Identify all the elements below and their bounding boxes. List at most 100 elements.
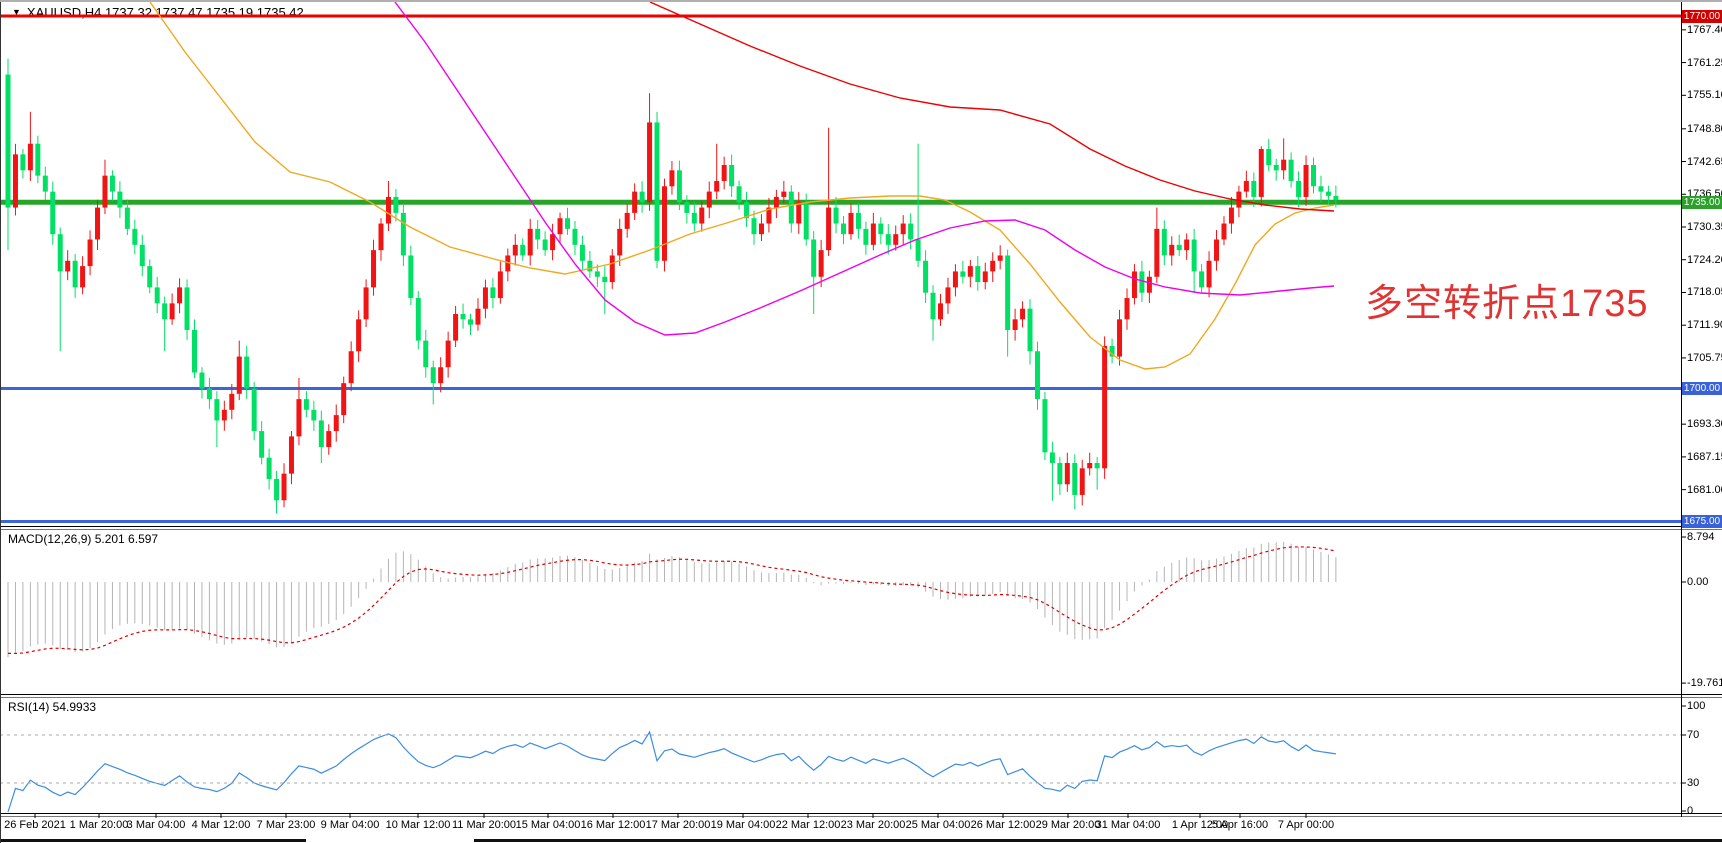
mid-ma-line: [394, 2, 1335, 336]
candle-body: [438, 367, 444, 384]
time-axis-label: 1 Mar 20:00: [69, 819, 129, 831]
price-badge-1770.00: 1770.00: [1682, 9, 1722, 23]
price-axis-label: 1742.65: [1687, 155, 1722, 168]
candle-body: [1184, 239, 1190, 251]
candle-body: [1303, 165, 1309, 197]
candle-body: [1333, 195, 1339, 201]
candle-body: [1154, 228, 1160, 277]
macd-indicator-label: MACD(12,26,9) 5.201 6.597: [8, 532, 159, 546]
candles-layer[interactable]: [5, 58, 1339, 514]
candle-body: [244, 356, 250, 389]
candle-body: [1161, 228, 1167, 256]
candle-body: [169, 303, 175, 320]
candle-body: [1318, 186, 1324, 192]
price-axis-label: 1711.90: [1687, 319, 1722, 332]
price-axis-label: 1761.25: [1687, 56, 1722, 69]
time-axis-label: 3 Mar 04:00: [126, 819, 186, 831]
slow-ma: [649, 2, 1335, 212]
candle-body: [572, 228, 578, 245]
candle-body: [923, 260, 929, 293]
candle-body: [1064, 463, 1070, 485]
candle-body: [124, 207, 130, 229]
rsi-level-lines: [0, 734, 1681, 784]
candle-body: [50, 191, 56, 235]
candle-body: [326, 431, 332, 448]
candle-body: [1199, 271, 1205, 288]
candle-body: [236, 356, 242, 394]
candle-body: [863, 228, 869, 245]
candle-body: [945, 287, 951, 304]
candle-body: [826, 207, 832, 251]
candle-body: [1079, 468, 1085, 495]
candle-body: [266, 457, 272, 479]
candle-body: [430, 367, 436, 384]
candle-body: [72, 260, 78, 288]
candle-body: [1251, 180, 1257, 197]
candle-body: [1131, 271, 1137, 299]
candle-body: [12, 154, 18, 208]
candle-body: [1176, 244, 1182, 251]
candle-body: [497, 271, 503, 299]
candle-body: [311, 409, 317, 421]
fast-ma: [149, 2, 1335, 370]
candle-body: [900, 223, 906, 235]
candle-body: [1214, 239, 1220, 261]
horizontal-level-lines[interactable]: [0, 14, 1681, 524]
candle-body: [65, 260, 71, 272]
macd-axis-label: -19.761: [1687, 677, 1722, 690]
candle-body: [371, 250, 377, 288]
time-axis-label: 19 Mar 04:00: [710, 819, 776, 831]
time-axis-label: 17 Mar 20:00: [645, 819, 711, 831]
macd-axis-label: 8.794: [1687, 531, 1715, 543]
time-axis-label: 26 Mar 12:00: [970, 819, 1036, 831]
candle-body: [1236, 191, 1242, 208]
candle-body: [1020, 308, 1026, 320]
candle-body: [535, 228, 541, 240]
rsi-axis-label: 100: [1687, 700, 1706, 712]
rsi-line: [7, 730, 1336, 813]
candle-body: [691, 212, 697, 224]
candle-body: [1117, 319, 1123, 357]
candle-body: [639, 191, 645, 203]
candle-body: [333, 415, 339, 432]
candle-body: [669, 170, 675, 187]
rsi-curve: [7, 730, 1336, 813]
time-axis-label: 7 Mar 23:00: [256, 819, 316, 831]
candle-body: [363, 287, 369, 320]
candle-body: [729, 165, 735, 187]
price-axis-label: 1718.05: [1687, 286, 1722, 299]
candle-body: [274, 478, 280, 501]
candle-body: [632, 191, 638, 213]
candle-body: [758, 223, 764, 235]
candle-body: [1146, 276, 1152, 293]
candle-body: [132, 228, 138, 245]
candle-body: [102, 175, 108, 208]
candle-body: [162, 303, 168, 320]
candle-body: [400, 212, 406, 256]
candle-body: [990, 260, 996, 272]
time-axis-label: 16 Mar 12:00: [580, 819, 646, 831]
candle-body: [1139, 271, 1145, 293]
candle-body: [624, 212, 630, 229]
candle-body: [147, 266, 153, 288]
price-axis-label: 1681.00: [1687, 483, 1722, 496]
candle-body: [385, 196, 391, 224]
price-axis-label: 1687.15: [1687, 450, 1722, 463]
time-axis-label: 10 Mar 12:00: [385, 819, 451, 831]
candle-body: [1034, 351, 1040, 400]
candle-body: [57, 234, 63, 272]
candle-body: [318, 420, 324, 448]
candle-body: [177, 287, 183, 304]
candle-body: [714, 180, 720, 192]
candle-body: [982, 271, 988, 283]
macd-axis-label: 0.00: [1687, 576, 1709, 588]
symbol-dropdown-icon[interactable]: ▼: [12, 7, 21, 17]
candle-body: [699, 207, 705, 224]
rsi-axis-label: 0: [1687, 805, 1694, 817]
candle-body: [42, 175, 48, 192]
time-axis-label: 29 Mar 20:00: [1035, 819, 1101, 831]
candle-body: [818, 250, 824, 277]
candle-body: [281, 473, 287, 501]
price-annotation-text[interactable]: 多空转折点1735: [1365, 283, 1649, 325]
